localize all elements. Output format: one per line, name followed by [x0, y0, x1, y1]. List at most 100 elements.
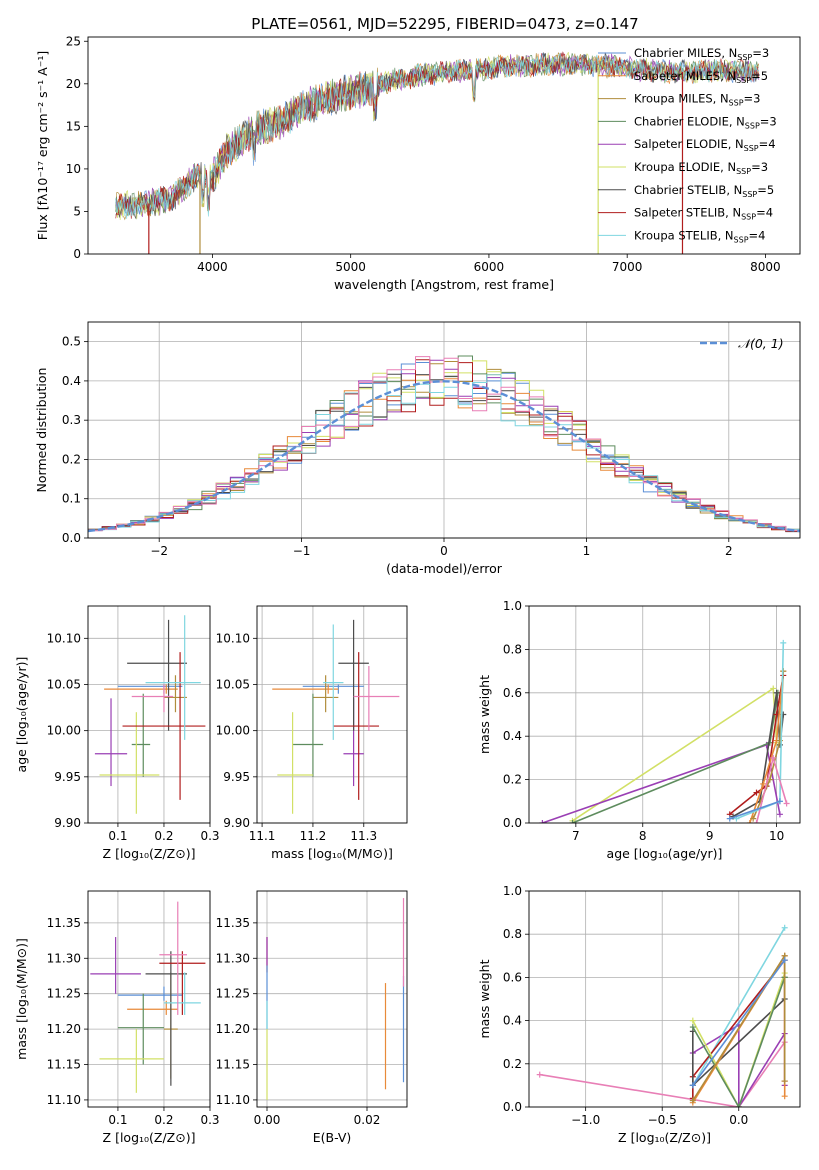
- y-tick-label: 0.2: [62, 452, 81, 466]
- x-tick-label: 8000: [750, 260, 781, 274]
- weight-marker: [536, 1071, 543, 1078]
- y-tick-label: 25: [66, 34, 81, 48]
- legend-label-sub: SSP: [736, 76, 751, 85]
- spectrum-frame: [87, 36, 801, 255]
- legend-label-sub: SSP: [729, 99, 744, 108]
- legend-label: Chabrier ELODIE, NSSP=3: [634, 114, 777, 130]
- y-tick-label: 0.1: [62, 492, 81, 506]
- massweight_vs_age-lines: [539, 639, 790, 823]
- y-tick-label: 11.20: [216, 1022, 250, 1036]
- legend-label-end: =3: [751, 160, 768, 174]
- x-tick-label: 0.1: [108, 829, 127, 843]
- legend-label-end: =4: [749, 228, 766, 242]
- x-tick-label: 0.2: [154, 829, 173, 843]
- x-tick-label: 11.2: [300, 829, 327, 843]
- legend-label-sub: SSP: [745, 121, 760, 130]
- mass_vs_Z-axes: 0.1 0.2 0.3 11.10 11.15 11.20 11.25 11.30 11.35 Z…: [14, 891, 220, 1145]
- x-tick-label: −1.0: [571, 1113, 600, 1127]
- weight-series-line: [692, 959, 786, 1086]
- age_vs_Z-frame: [87, 605, 211, 824]
- y-tick-label: 9.90: [223, 816, 250, 830]
- y-tick-label: 11.35: [47, 916, 81, 930]
- y-tick-label: 0: [73, 247, 81, 261]
- legend-label-main: Chabrier ELODIE, N: [634, 114, 745, 128]
- weight-series-line: [749, 671, 785, 823]
- legend-label-main: Salpeter MILES, N: [634, 69, 736, 83]
- x-tick-label: 7000: [612, 260, 643, 274]
- age_vs_Z-axes: 0.1 0.2 0.3 9.90 9.95 10.00 10.05 10.10 Z [log₁₀…: [14, 606, 220, 861]
- weight-marker: [781, 1093, 788, 1100]
- legend-label-sub: SSP: [742, 190, 757, 199]
- spectrum-series-line: [115, 53, 759, 219]
- weight-marker: [689, 1024, 696, 1031]
- y-axis-label: mass [log₁₀(M/M⊙)]: [14, 938, 29, 1060]
- y-tick-label: 11.10: [216, 1093, 250, 1107]
- x-tick-label: 5000: [335, 260, 366, 274]
- legend-label-main: Chabrier MILES, N: [634, 46, 737, 60]
- legend-label: Salpeter ELODIE, NSSP=4: [634, 137, 776, 153]
- y-tick-label: 9.95: [54, 770, 81, 784]
- y-axis-label: Flux [fλ10⁻¹⁷ erg cm⁻² s⁻¹ A⁻¹]: [35, 51, 50, 240]
- x-tick-label: 7: [572, 829, 580, 843]
- x-tick-label: 0.3: [200, 1113, 219, 1127]
- x-axis-label: (data-model)/error: [386, 561, 503, 576]
- weight-marker: [689, 1082, 696, 1089]
- massweight_vs_Z-frame: [528, 890, 801, 1108]
- x-axis-label: age [log₁₀(age/yr)]: [607, 846, 723, 861]
- spectrum-axes: 4000 5000 6000 7000 8000 0 5 10 15 20 25 wavelength…: [35, 34, 781, 292]
- x-tick-label: 10: [769, 829, 784, 843]
- legend-label-main: Chabrier STELIB, N: [634, 183, 742, 197]
- legend-label: Salpeter MILES, NSSP=5: [634, 69, 768, 85]
- weight-marker: [753, 789, 760, 796]
- massweight_vs_age-frame: [528, 605, 801, 824]
- weight-marker: [735, 1104, 742, 1107]
- y-tick-label: 11.35: [216, 916, 250, 930]
- x-axis-label: mass [log₁₀(M/M⊙)]: [271, 846, 393, 861]
- y-tick-label: 15: [66, 119, 81, 133]
- weight-marker: [569, 820, 576, 823]
- y-tick-label: 5: [73, 204, 81, 218]
- y-tick-label: 0.0: [503, 1100, 522, 1114]
- y-tick-label: 0.4: [62, 374, 81, 388]
- y-tick-label: 9.95: [223, 770, 250, 784]
- age_vs_mass-frame: [256, 605, 408, 824]
- weight-marker: [689, 1017, 696, 1024]
- x-axis-label: Z [log₁₀(Z/Z⊙)]: [103, 846, 196, 861]
- y-tick-label: 0.2: [503, 1057, 522, 1071]
- legend-label: Chabrier MILES, NSSP=3: [634, 46, 769, 62]
- y-tick-label: 0.8: [503, 642, 522, 656]
- x-axis-label: wavelength [Angstrom, rest frame]: [334, 277, 554, 292]
- x-tick-label: 0.00: [254, 1113, 281, 1127]
- weight-marker: [780, 639, 787, 646]
- x-tick-label: 11.1: [249, 829, 276, 843]
- y-tick-label: 0.2: [503, 773, 522, 787]
- weight-marker: [760, 780, 767, 787]
- weight-marker: [773, 689, 780, 696]
- weight-series-line: [729, 800, 781, 820]
- mass_vs_Z-frame: [87, 890, 211, 1108]
- legend-label-main: Kroupa STELIB, N: [634, 228, 734, 242]
- weight-marker: [781, 924, 788, 931]
- figure-title: PLATE=0561, MJD=52295, FIBERID=0473, z=0…: [251, 15, 638, 33]
- y-axis-label: Normed distribution: [34, 368, 49, 493]
- weight-marker: [776, 798, 783, 805]
- legend-label-end: =5: [751, 69, 768, 83]
- y-tick-label: 10.10: [47, 631, 81, 645]
- y-tick-label: 9.90: [54, 816, 81, 830]
- residuals-frame: [87, 321, 801, 539]
- legend-label-sub: SSP: [736, 167, 751, 176]
- y-tick-label: 0.6: [503, 970, 522, 984]
- y-tick-label: 11.15: [47, 1058, 81, 1072]
- y-tick-label: 10: [66, 162, 81, 176]
- legend-label: Kroupa ELODIE, NSSP=3: [634, 160, 768, 176]
- y-tick-label: 0.0: [62, 531, 81, 545]
- mass_vs_ebv-frame: [256, 890, 408, 1108]
- weight-marker: [539, 820, 546, 823]
- x-tick-label: −0.5: [648, 1113, 677, 1127]
- x-tick-label: 0.02: [354, 1113, 381, 1127]
- massweight_vs_age-axes: 7 8 9 10 0.0 0.2 0.4 0.6 0.8 1.0 age [log₁₀(age/yr…: [477, 599, 800, 861]
- y-tick-label: 11.15: [216, 1058, 250, 1072]
- legend-label: Salpeter STELIB, NSSP=4: [634, 206, 773, 222]
- x-axis-label: Z [log₁₀(Z/Z⊙)]: [103, 1130, 196, 1145]
